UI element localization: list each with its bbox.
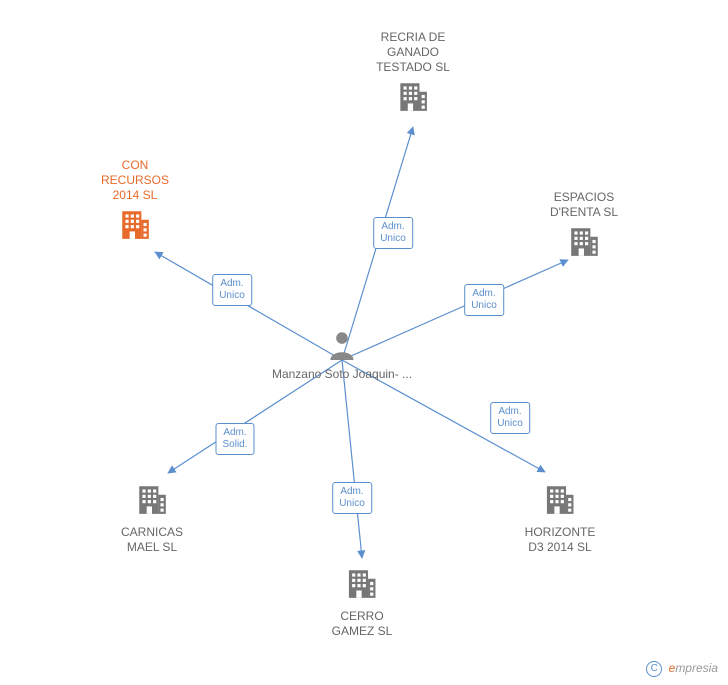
building-icon [345, 566, 379, 605]
edge-label: Adm. Unico [464, 284, 504, 316]
building-icon [543, 482, 577, 521]
company-node-espacios[interactable]: ESPACIOS D'RENTA SL [550, 190, 618, 267]
company-label: RECRIA DE GANADO TESTADO SL [376, 30, 450, 75]
company-node-carnicas[interactable]: CARNICAS MAEL SL [121, 478, 183, 555]
building-icon [135, 482, 169, 521]
building-icon [396, 79, 430, 118]
edge-label: Adm. Solid. [215, 423, 254, 455]
center-person-node[interactable]: Manzano Soto Joaquin- ... [272, 330, 412, 382]
company-node-conrec[interactable]: CON RECURSOS 2014 SL [101, 158, 169, 250]
company-label: CON RECURSOS 2014 SL [101, 158, 169, 203]
edge-label: Adm. Unico [373, 217, 413, 249]
company-label: ESPACIOS D'RENTA SL [550, 190, 618, 220]
person-icon [328, 330, 356, 360]
edge-label: Adm. Unico [490, 402, 530, 434]
copyright-icon: C [646, 661, 662, 677]
edge-line [342, 360, 362, 558]
company-label: CERRO GAMEZ SL [332, 609, 393, 639]
company-label: HORIZONTE D3 2014 SL [525, 525, 596, 555]
brand-rest: mpresia [675, 661, 718, 675]
company-node-recria[interactable]: RECRIA DE GANADO TESTADO SL [376, 30, 450, 122]
company-node-cerro[interactable]: CERRO GAMEZ SL [332, 562, 393, 639]
center-person-label: Manzano Soto Joaquin- ... [272, 367, 412, 382]
company-node-horizonte[interactable]: HORIZONTE D3 2014 SL [525, 478, 596, 555]
edge-label: Adm. Unico [332, 482, 372, 514]
company-label: CARNICAS MAEL SL [121, 525, 183, 555]
edge-label: Adm. Unico [212, 274, 252, 306]
footer-attribution: C empresia [646, 661, 718, 677]
building-icon [118, 207, 152, 246]
building-icon [567, 224, 601, 263]
